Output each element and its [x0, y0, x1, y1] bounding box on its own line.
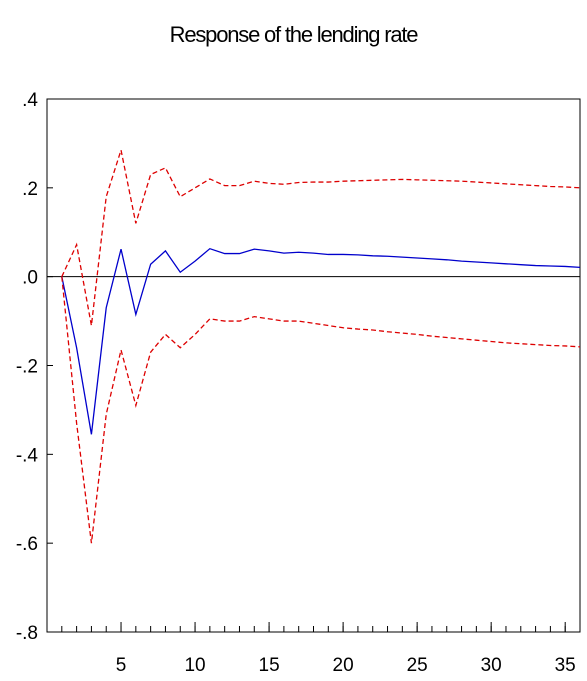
x-tick-label: 10	[184, 655, 205, 676]
series-line-3	[61, 276, 581, 544]
x-tick-label: 20	[333, 655, 354, 676]
y-tick-label: -.2	[16, 357, 38, 378]
series-line-1	[61, 247, 581, 435]
x-tick-label: 5	[116, 655, 127, 676]
chart-title: Response of the lending rate	[169, 22, 419, 47]
y-tick-label: .0	[22, 268, 38, 289]
plot-area	[46, 98, 581, 633]
y-axis: .4 .2 .0 -.2 -.4 -.6 -.8	[16, 90, 53, 644]
y-tick-label: -.4	[16, 445, 39, 466]
y-tick-label: .4	[22, 90, 38, 111]
x-tick-label: 35	[555, 655, 576, 676]
y-tick-label: .2	[22, 179, 38, 200]
x-axis: 5 10 15 20 25 30 35	[61, 622, 581, 676]
x-tick-label: 25	[407, 655, 428, 676]
x-tick-label: 30	[481, 655, 502, 676]
series-layer	[61, 147, 581, 544]
series-line-2	[61, 147, 581, 326]
x-tick-label: 15	[259, 655, 280, 676]
y-tick-label: -.6	[16, 534, 38, 555]
y-tick-label: -.8	[16, 623, 38, 644]
